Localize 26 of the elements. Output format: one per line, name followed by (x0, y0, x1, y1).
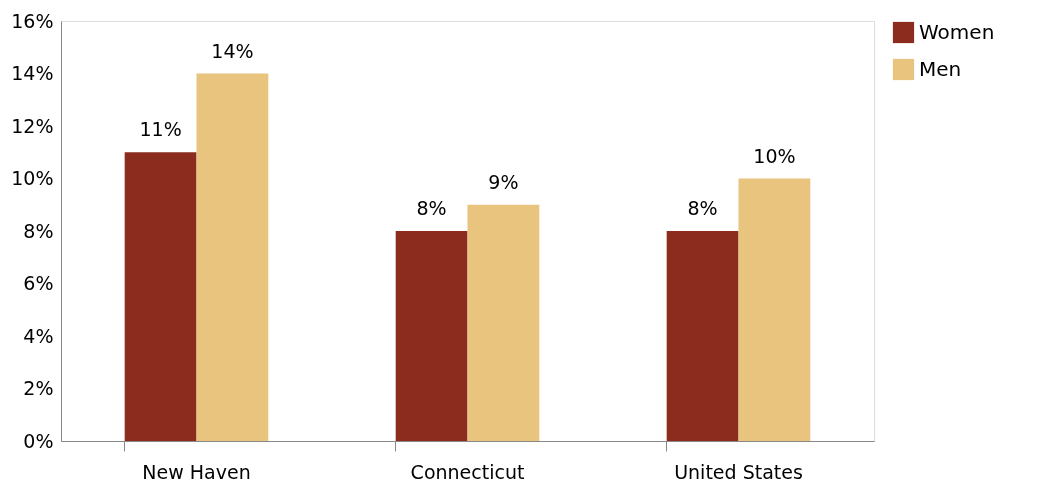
bar (738, 178, 811, 441)
y-tick-label: 10% (11, 167, 54, 189)
y-tick-label: 14% (11, 62, 54, 84)
x-tick-label: Connecticut (410, 460, 525, 483)
x-tick-label: New Haven (142, 460, 251, 483)
x-tick-label: United States (674, 460, 803, 483)
bar (196, 73, 269, 441)
legend-label: Women (919, 19, 995, 44)
y-tick-label: 0% (23, 429, 54, 452)
y-tick-label: 6% (23, 272, 54, 294)
bar (666, 231, 739, 441)
data-label: 9% (488, 170, 519, 193)
bar (467, 204, 540, 441)
y-tick-label: 12% (11, 114, 54, 137)
data-label: 14% (211, 39, 254, 62)
y-tick-label: 8% (23, 219, 54, 242)
data-label: 8% (687, 197, 718, 219)
data-label: 8% (416, 197, 447, 219)
data-label: 10% (753, 144, 796, 167)
legend-label: Men (919, 56, 962, 81)
bar (124, 152, 197, 441)
y-tick-label: 2% (23, 377, 54, 399)
y-tick-label: 4% (23, 324, 54, 347)
y-tick-label: 16% (11, 9, 54, 32)
bar (395, 231, 468, 441)
data-label: 11% (139, 118, 182, 141)
